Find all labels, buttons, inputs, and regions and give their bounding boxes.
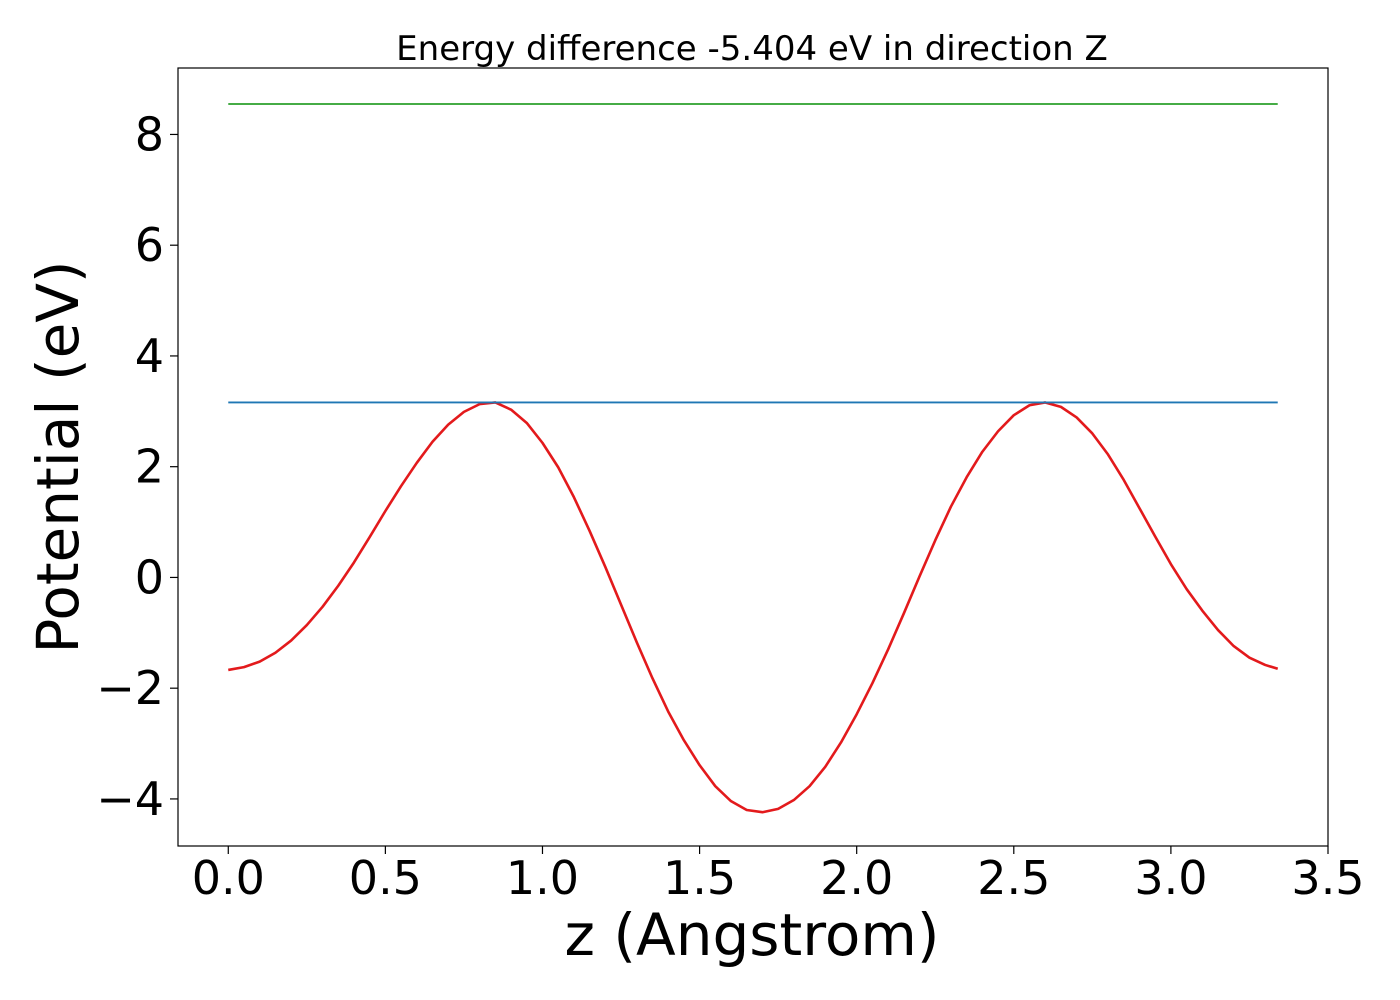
y-axis-label: Potential (eV)	[24, 260, 92, 653]
series-line-0	[228, 401, 1279, 814]
x-tick-label: 2.5	[977, 851, 1050, 905]
x-axis-label: z (Angstrom)	[565, 901, 940, 969]
x-tick-label: 0.0	[192, 851, 265, 905]
x-tick-label: 0.5	[349, 851, 422, 905]
y-tick-label: 2	[135, 440, 164, 494]
y-tick-label: −2	[96, 661, 164, 715]
x-tick-label: 3.5	[1291, 851, 1364, 905]
plot-frame	[177, 67, 1329, 847]
y-axis-ticks: −4 −2 0 2 4 6 8	[96, 107, 178, 826]
x-tick-label: 3.0	[1134, 851, 1207, 905]
y-tick-label: 4	[135, 329, 164, 383]
x-tick-label: 1.0	[506, 851, 579, 905]
y-tick-label: 0	[135, 550, 164, 604]
series-layer	[228, 103, 1279, 814]
x-tick-label: 2.0	[820, 851, 893, 905]
chart-title: Energy difference -5.404 eV in direction…	[396, 29, 1108, 69]
x-tick-label: 1.5	[663, 851, 736, 905]
y-tick-label: −4	[96, 772, 164, 826]
y-tick-label: 6	[135, 218, 164, 272]
y-tick-label: 8	[135, 107, 164, 161]
x-axis-ticks: 0.0 0.5 1.0 1.5 2.0 2.5 3.0 3.5	[192, 846, 1365, 905]
